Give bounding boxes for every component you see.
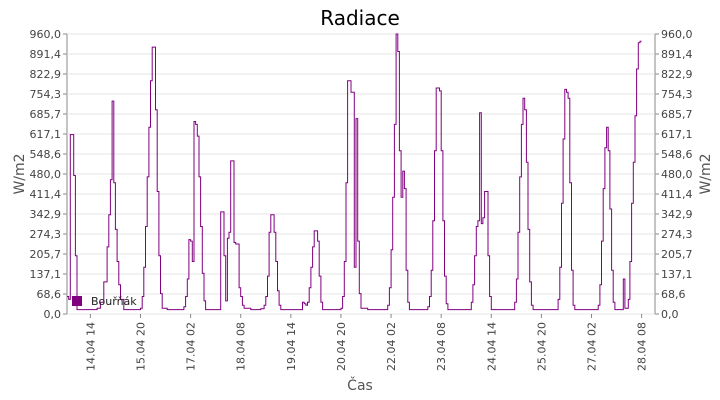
legend-swatch	[72, 296, 82, 306]
legend: Bouřňák	[72, 295, 137, 308]
y-tick-label-left: 68,6	[37, 288, 62, 301]
y-tick-label-right: 0,0	[661, 308, 679, 321]
x-tick-label: 20.04 20	[335, 322, 348, 371]
y-tick-label-right: 480,0	[661, 168, 693, 181]
y-tick-label-right: 137,1	[661, 268, 693, 281]
x-tick-label: 18.04 08	[235, 322, 248, 371]
y-tick-label-left: 891,4	[30, 48, 62, 61]
x-tick-label: 19.04 14	[285, 322, 298, 371]
series-line-bournak	[67, 33, 642, 311]
y-tick-label-right: 754,3	[661, 88, 693, 101]
y-tick-label-left: 754,3	[30, 88, 62, 101]
y-axis-label-right: W/m2	[698, 153, 714, 194]
y-tick-label-right: 205,7	[661, 248, 693, 261]
y-tick-label-left: 685,7	[30, 108, 62, 121]
y-tick-label-left: 411,4	[30, 188, 62, 201]
x-axis: 14.04 14 15.04 20 17.04 02 18.04 08 19.04 14…	[84, 314, 649, 371]
x-tick-label: 28.04 08	[636, 322, 649, 371]
x-axis-label: Čas	[347, 376, 373, 394]
y-tick-label-left: 548,6	[30, 148, 62, 161]
y-tick-label-left: 137,1	[30, 268, 62, 281]
y-axis-left: 0,0 68,6 137,1 205,7 274,3 342,9 411,4 480,0 548…	[30, 28, 67, 321]
chart-title: Radiace	[320, 6, 400, 30]
y-tick-label-left: 342,9	[30, 208, 62, 221]
series-group	[67, 33, 642, 311]
y-tick-label-left: 480,0	[30, 168, 62, 181]
legend-label: Bouřňák	[91, 295, 137, 308]
y-tick-label-right: 548,6	[661, 148, 693, 161]
y-tick-label-right: 274,3	[661, 228, 693, 241]
y-tick-label-right: 617,1	[661, 128, 693, 141]
x-tick-label: 27.04 02	[586, 322, 599, 371]
x-tick-label: 14.04 14	[84, 322, 97, 371]
x-tick-label: 17.04 02	[185, 322, 198, 371]
x-tick-label: 25.04 20	[535, 322, 548, 371]
y-axis-right: 0,0 68,6 137,1 205,7 274,3 342,9 411,4 480,0 548…	[655, 28, 693, 321]
y-tick-label-right: 960,0	[661, 28, 693, 41]
x-tick-label: 22.04 02	[385, 322, 398, 371]
y-tick-label-left: 822,9	[30, 68, 62, 81]
y-tick-label-left: 0,0	[44, 308, 62, 321]
y-tick-label-right: 411,4	[661, 188, 693, 201]
y-tick-label-right: 342,9	[661, 208, 693, 221]
y-axis-label-left: W/m2	[12, 153, 28, 194]
x-tick-label: 24.04 14	[485, 322, 498, 371]
y-tick-label-left: 274,3	[30, 228, 62, 241]
grid-lines	[67, 33, 655, 315]
y-tick-label-right: 822,9	[661, 68, 693, 81]
y-tick-label-left: 205,7	[30, 248, 62, 261]
y-tick-label-right: 68,6	[661, 288, 686, 301]
y-tick-label-left: 960,0	[30, 28, 62, 41]
x-tick-label: 15.04 20	[135, 322, 148, 371]
x-tick-label: 23.04 08	[435, 322, 448, 371]
y-tick-label-right: 685,7	[661, 108, 693, 121]
y-tick-label-right: 891,4	[661, 48, 693, 61]
y-tick-label-left: 617,1	[30, 128, 62, 141]
